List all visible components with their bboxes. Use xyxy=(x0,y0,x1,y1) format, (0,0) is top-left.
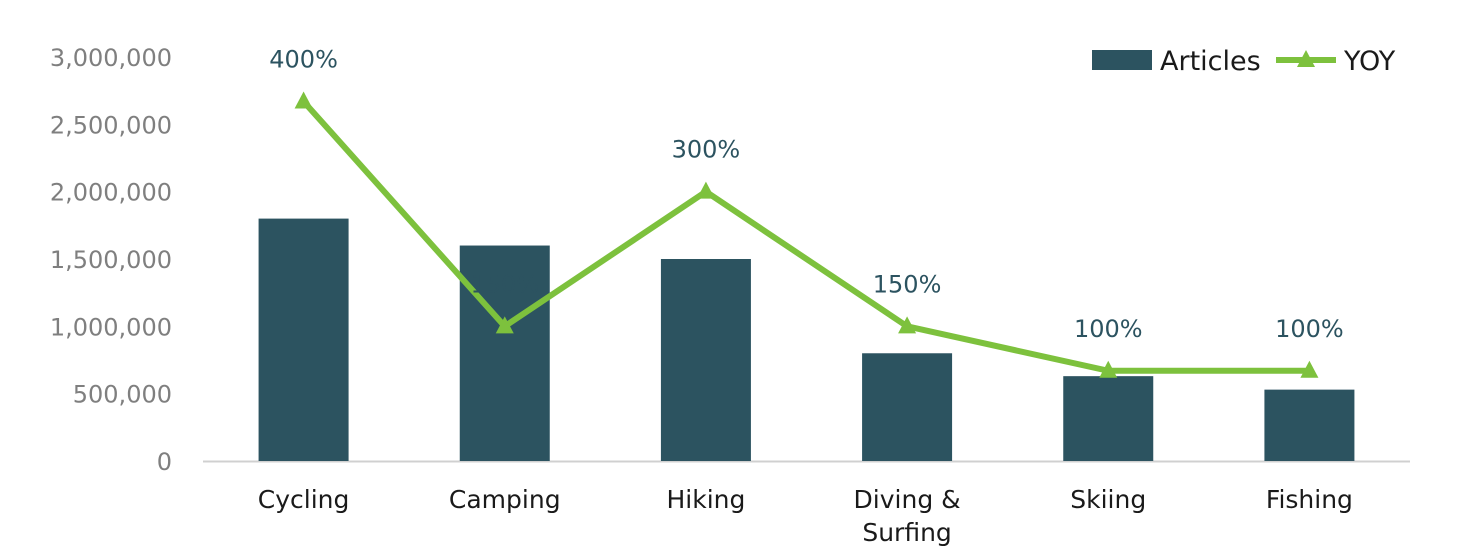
yoy-marker xyxy=(294,91,313,109)
y-tick-label: 3,000,000 xyxy=(50,44,172,72)
x-tick-label: Fishing xyxy=(1266,485,1353,514)
legend-swatch-articles xyxy=(1092,50,1152,70)
line-layer xyxy=(294,91,1319,378)
x-tick-label: Camping xyxy=(449,485,561,514)
yoy-marker xyxy=(495,316,514,334)
y-tick-label: 500,000 xyxy=(73,381,172,409)
bar-articles xyxy=(660,259,751,461)
bar-articles xyxy=(862,353,953,461)
yoy-data-label: 100% xyxy=(1275,315,1344,343)
x-tick-label: Hiking xyxy=(666,485,745,514)
yoy-marker xyxy=(898,316,917,334)
yoy-line xyxy=(301,99,1310,374)
x-tick-label: Cycling xyxy=(258,485,350,514)
legend-label-yoy: YOY xyxy=(1343,46,1396,77)
y-tick-label: 0 xyxy=(157,448,172,476)
yoy-data-label: 100% xyxy=(1074,315,1143,343)
bar-articles xyxy=(1264,389,1355,461)
yoy-data-label: 150% xyxy=(873,270,942,298)
x-tick-label: Skiing xyxy=(1070,485,1146,514)
legend-marker-yoy xyxy=(1297,50,1315,67)
yoy-data-label: 150% xyxy=(470,270,539,298)
y-tick-label: 2,500,000 xyxy=(50,111,172,139)
y-tick-label: 1,000,000 xyxy=(50,313,172,341)
y-tick-label: 2,000,000 xyxy=(50,179,172,207)
yoy-data-label: 400% xyxy=(269,45,338,73)
yoy-marker xyxy=(696,181,715,199)
legend: Articles YOY xyxy=(1092,46,1396,77)
bar-layer xyxy=(258,218,1355,461)
x-tick-label: Surfing xyxy=(862,518,951,547)
x-tick-label: Diving & xyxy=(854,485,961,514)
y-tick-label: 1,500,000 xyxy=(50,246,172,274)
bar-articles xyxy=(258,218,349,461)
yoy-marker xyxy=(1300,360,1319,378)
bar-articles xyxy=(459,245,550,461)
bar-articles xyxy=(1063,376,1154,461)
legend-label-articles: Articles xyxy=(1160,46,1261,77)
axis-layer: 0 500,000 1,000,000 1,500,000 2,000,000 2,500… xyxy=(50,44,1410,547)
yoy-data-label: 300% xyxy=(672,136,741,164)
label-layer: 400% 150% 300% 150% 100% 100% xyxy=(269,45,1343,342)
yoy-marker xyxy=(1099,360,1118,378)
